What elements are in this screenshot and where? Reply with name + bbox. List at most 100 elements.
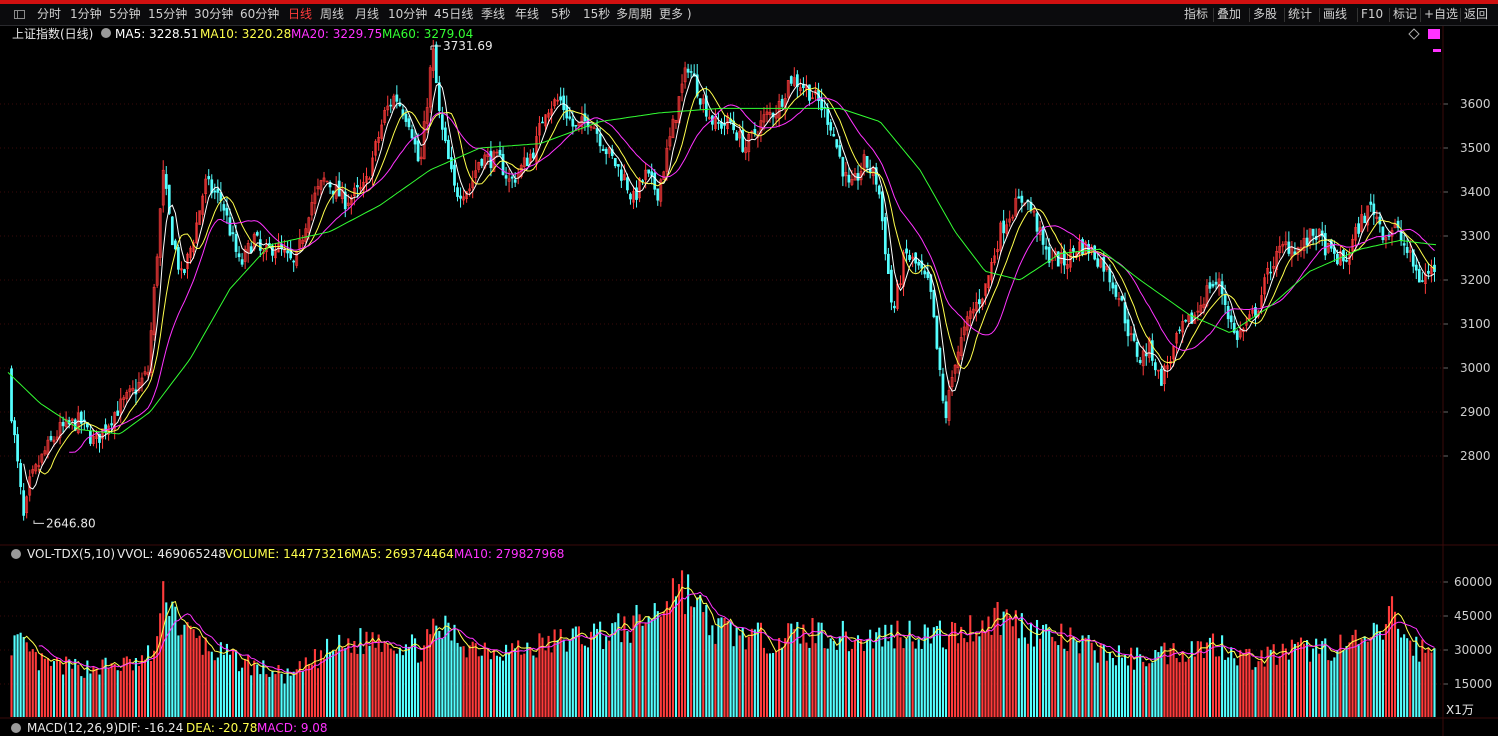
candle-body — [689, 71, 693, 73]
tab-3[interactable]: 15分钟 — [148, 7, 188, 21]
volume-bar — [1275, 664, 1278, 717]
candle-body — [1190, 312, 1194, 324]
volume-bar — [705, 604, 708, 717]
tab-8[interactable]: 月线 — [355, 7, 380, 21]
candle-body — [777, 100, 781, 119]
candle-body — [43, 450, 47, 455]
volume-bar — [459, 646, 462, 717]
tab-2[interactable]: 5分钟 — [109, 7, 141, 21]
candle-body — [1120, 295, 1124, 301]
volume-bar — [990, 634, 993, 717]
volume-bar — [790, 623, 793, 717]
candle-body — [16, 434, 19, 462]
tab-16[interactable]: 更多 ) — [659, 7, 692, 21]
tool-5[interactable]: F10 — [1361, 7, 1384, 21]
candle-body — [1193, 314, 1197, 324]
tab-5[interactable]: 60分钟 — [240, 7, 280, 21]
volume-bar — [1114, 665, 1117, 717]
volume-bar — [580, 644, 583, 717]
volume-bar — [1239, 650, 1242, 717]
tab-11[interactable]: 季线 — [481, 7, 506, 21]
volume-bar — [377, 634, 380, 717]
volume-bar — [1136, 647, 1139, 717]
candle-body — [541, 121, 544, 124]
candle-body — [431, 48, 435, 71]
volume-bar — [656, 611, 659, 717]
volume-bar — [1345, 646, 1348, 717]
tab-13[interactable]: 5秒 — [551, 7, 571, 21]
price-tick-label: 3600 — [1460, 97, 1491, 111]
chevron-down-icon[interactable] — [101, 28, 111, 38]
chevron-down-icon[interactable] — [11, 549, 21, 559]
volume-bar — [744, 649, 747, 717]
volume-bar — [353, 640, 356, 717]
volume-bar — [119, 670, 122, 717]
volume-bar — [1221, 635, 1224, 717]
tool-3[interactable]: 统计 — [1288, 7, 1313, 21]
volume-bar — [1224, 659, 1227, 717]
volume-bar — [432, 618, 435, 717]
volume-bar — [750, 628, 753, 717]
tab-10[interactable]: 45日线 — [434, 7, 474, 21]
volume-bar — [1142, 661, 1145, 717]
macd-name: MACD(12,26,9) — [27, 721, 118, 735]
volume-tick-label: 15000 — [1454, 677, 1492, 691]
volume-bar — [1069, 627, 1072, 717]
volume-bar — [122, 657, 125, 717]
volume-bar — [1330, 660, 1333, 717]
ma10-line — [38, 87, 1435, 475]
tool-4[interactable]: 画线 — [1323, 7, 1348, 21]
volume-bar — [417, 662, 420, 717]
candle-body — [1041, 226, 1045, 245]
volume-bar — [435, 625, 438, 717]
tab-7[interactable]: 周线 — [320, 7, 345, 21]
candle-body — [365, 176, 368, 183]
tool-7[interactable]: +自选 — [1424, 7, 1459, 21]
volume-bar — [523, 653, 526, 717]
chevron-down-icon[interactable] — [11, 723, 21, 733]
volume-bar — [662, 611, 665, 717]
tab-6[interactable]: 日线 — [288, 7, 313, 21]
volume-bar — [1372, 622, 1375, 717]
panel-toggle-icon[interactable] — [14, 10, 25, 19]
tab-4[interactable]: 30分钟 — [194, 7, 234, 21]
volume-bar — [926, 627, 929, 717]
tab-12[interactable]: 年线 — [515, 7, 540, 21]
volume-bar — [453, 624, 456, 717]
volume-bar — [932, 627, 935, 717]
candle-body — [25, 496, 29, 514]
candle-body — [665, 147, 669, 172]
volume-bar — [690, 606, 693, 717]
dots-icon[interactable] — [1428, 29, 1440, 39]
volume-bar — [83, 677, 86, 717]
candle-body — [601, 148, 605, 151]
candle-body — [76, 412, 80, 434]
tool-2[interactable]: 多股 — [1253, 7, 1278, 21]
tool-1[interactable]: 叠加 — [1217, 7, 1242, 21]
volume-bar — [1315, 638, 1318, 717]
candle-body — [883, 217, 887, 255]
volume-bar — [505, 644, 508, 717]
volume-bar — [89, 673, 92, 717]
volume-bar — [389, 648, 392, 717]
candle-body — [653, 172, 657, 190]
tool-8[interactable]: 返回 — [1464, 7, 1489, 21]
volume-bar — [262, 660, 265, 717]
tab-1[interactable]: 1分钟 — [70, 7, 102, 21]
tool-6[interactable]: 标记 — [1393, 7, 1418, 21]
candle-body — [550, 108, 553, 116]
tool-0[interactable]: 指标 — [1184, 7, 1209, 21]
volume-bar — [498, 656, 502, 717]
tab-9[interactable]: 10分钟 — [388, 7, 428, 21]
tab-15[interactable]: 多周期 — [616, 7, 653, 21]
volume-bar — [335, 650, 338, 717]
toolbar-separator — [1357, 8, 1358, 22]
candle-body — [368, 178, 371, 180]
diamond-icon[interactable] — [1408, 28, 1420, 40]
tab-14[interactable]: 15秒 — [583, 7, 611, 21]
candle-body — [789, 76, 793, 84]
candle-body — [741, 130, 745, 152]
candle-body — [1263, 277, 1266, 295]
tab-0[interactable]: 分时 — [37, 7, 62, 21]
